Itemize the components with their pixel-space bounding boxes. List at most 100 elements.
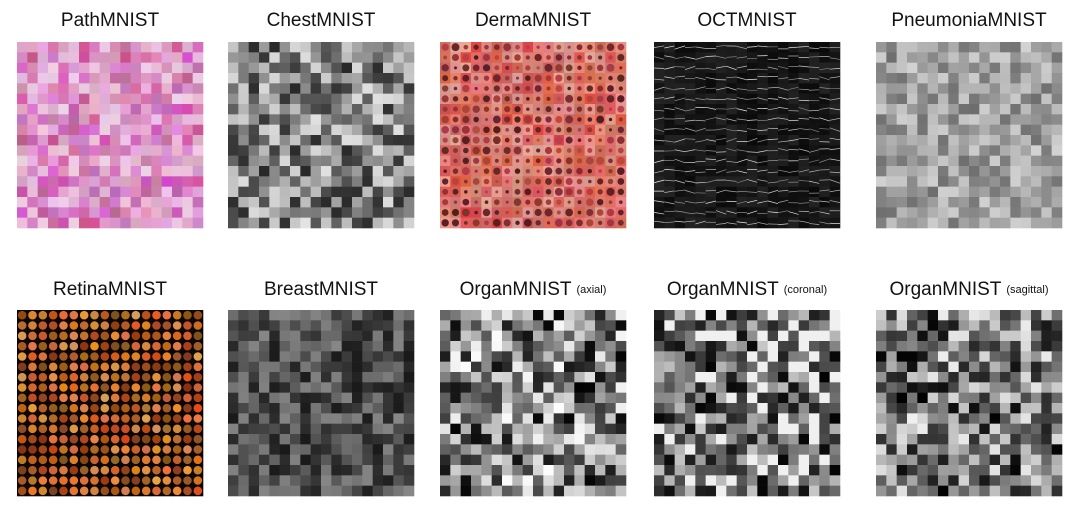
tile (747, 197, 758, 208)
tile (290, 93, 301, 105)
tile (736, 135, 748, 146)
tile (747, 320, 758, 331)
tile-detail (777, 65, 789, 70)
tile (574, 320, 585, 331)
tile-detail (28, 403, 37, 413)
tile (798, 434, 810, 445)
tile (68, 93, 80, 105)
tile (726, 361, 737, 373)
tile (1000, 403, 1011, 414)
tile (141, 42, 152, 53)
tile (685, 351, 696, 362)
tile (907, 166, 918, 177)
tile (393, 166, 404, 177)
tile (788, 104, 799, 115)
tile (290, 392, 301, 404)
tile (161, 124, 173, 136)
tile (829, 330, 841, 342)
tile (238, 217, 249, 229)
tile (269, 217, 280, 229)
tile (471, 310, 482, 321)
tile-detail (28, 424, 37, 434)
tile (726, 475, 737, 486)
tile (819, 475, 830, 486)
tile (767, 320, 779, 331)
tile-detail (162, 310, 172, 320)
tile-detail (28, 331, 37, 341)
tile (716, 104, 727, 115)
tile (969, 434, 980, 445)
tile (440, 310, 451, 321)
tile-detail (777, 140, 789, 143)
tile-detail (441, 209, 449, 216)
tile (1041, 320, 1052, 331)
tile (809, 93, 820, 105)
tile (321, 135, 332, 146)
tile (736, 361, 748, 373)
tile (471, 465, 482, 476)
tile (1031, 465, 1042, 476)
tile (595, 361, 606, 373)
tile-detail (463, 44, 469, 50)
tile (979, 351, 990, 362)
tile (876, 485, 887, 497)
tile (172, 42, 183, 53)
tile (228, 475, 239, 486)
tile (767, 155, 779, 167)
tile-detail (183, 434, 192, 444)
tile-detail (808, 223, 820, 225)
tile (491, 330, 503, 342)
tile (767, 176, 779, 187)
tile-detail (90, 434, 99, 444)
tile-detail (607, 136, 614, 144)
tile-detail (545, 75, 552, 82)
tile (819, 403, 830, 414)
tile (989, 475, 1001, 486)
tile (1051, 145, 1063, 156)
tile (279, 114, 291, 125)
tile (58, 42, 69, 53)
tile (1031, 382, 1042, 393)
tile (829, 413, 841, 424)
tile-detail (472, 178, 480, 185)
tile (798, 197, 810, 208)
tile (182, 42, 193, 53)
tile (747, 83, 758, 94)
tile (130, 197, 142, 208)
tile (989, 62, 1001, 74)
tile (896, 392, 908, 404)
tile-detail (462, 157, 470, 165)
tile (151, 145, 162, 156)
tile (99, 73, 111, 84)
tile (290, 124, 301, 136)
tile (886, 52, 897, 63)
tile (969, 114, 980, 125)
tile-detail (38, 434, 48, 444)
tile-detail (617, 219, 624, 226)
tile (1041, 155, 1052, 167)
tile (1010, 114, 1021, 125)
tile (938, 320, 949, 331)
tile (460, 392, 472, 404)
tile (938, 197, 949, 208)
tile (685, 217, 696, 229)
tile (341, 341, 353, 352)
tile (321, 104, 332, 115)
tile (341, 217, 353, 229)
tile (192, 93, 204, 105)
tile-detail (808, 138, 820, 140)
tile (172, 135, 183, 146)
tile-detail (483, 126, 490, 134)
tile (1000, 434, 1011, 445)
tile-detail (110, 476, 120, 485)
tile (654, 145, 665, 156)
tile (896, 475, 908, 486)
tile (269, 485, 280, 497)
tile (695, 403, 706, 414)
tile (907, 207, 918, 218)
tile-detail (526, 97, 530, 101)
tile (362, 403, 373, 414)
tile (372, 310, 384, 321)
tile (192, 114, 204, 125)
tile (1000, 155, 1011, 167)
